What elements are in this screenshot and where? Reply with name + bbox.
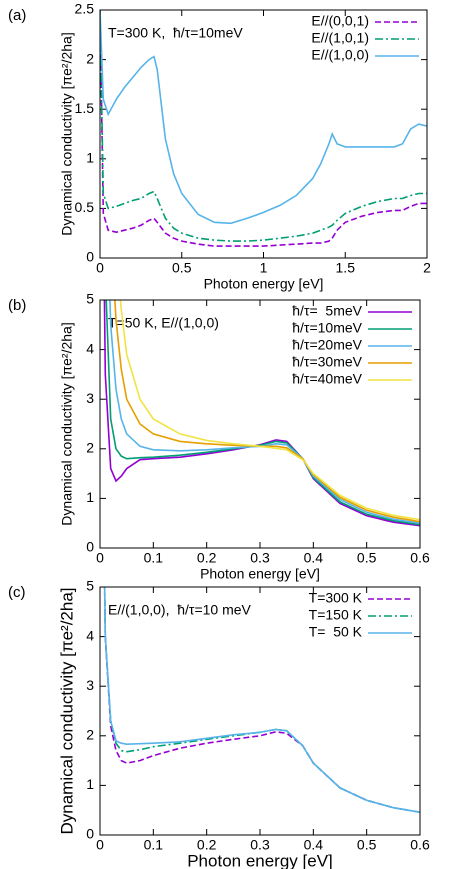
- legend-label: T=300 K: [309, 590, 363, 606]
- legend-label: ħ/τ=30meV: [292, 354, 362, 370]
- panel-label: (c): [8, 584, 26, 601]
- y-tick-label: 2: [86, 727, 94, 743]
- x-tick-label: 0.2: [197, 550, 217, 566]
- legend-label: ħ/τ=40meV: [292, 371, 362, 387]
- x-tick-label: 0.3: [250, 550, 270, 566]
- legend-label: T=150 K: [309, 607, 363, 623]
- x-tick-label: 0.3: [250, 837, 270, 853]
- series-line: [100, 10, 427, 225]
- y-axis-label: Dynamical conductivity [πe²/2ha]: [59, 32, 75, 235]
- panel-label: (a): [8, 7, 26, 24]
- panel-label: (b): [8, 297, 26, 314]
- series-line: [100, 10, 427, 242]
- legend-label: ħ/τ=10meV: [292, 320, 362, 336]
- x-tick-label: 0: [96, 260, 104, 276]
- y-tick-label: 0: [86, 249, 94, 265]
- series-line: [103, 587, 420, 813]
- y-tick-label: 1: [86, 776, 94, 792]
- y-tick-label: 2.5: [75, 1, 95, 17]
- x-tick-label: 0.6: [410, 550, 430, 566]
- x-axis-label: Photon energy [eV]: [204, 276, 324, 292]
- y-tick-label: 4: [86, 627, 94, 643]
- y-tick-label: 0: [86, 826, 94, 842]
- y-axis-label: Dynamical conductivity [πe²/2ha]: [59, 322, 75, 525]
- y-tick-label: 2: [86, 440, 94, 456]
- x-tick-label: 0.5: [357, 550, 377, 566]
- series-line: [100, 10, 427, 247]
- panel: (c) 0 0.1 0.2 0.3 0.4 0.5 0.6 0 1 2 3 4 5 Photon energ…: [8, 578, 430, 869]
- series-line: [119, 300, 420, 521]
- x-tick-label: 0.6: [410, 837, 430, 853]
- y-tick-label: 1.5: [75, 100, 95, 116]
- plot-frame: [99, 9, 428, 259]
- x-tick-label: 0: [96, 550, 104, 566]
- x-tick-label: 0.4: [304, 550, 324, 566]
- series-line: [103, 587, 420, 813]
- x-tick-label: 0.4: [304, 837, 324, 853]
- series-line: [114, 300, 420, 523]
- x-tick-label: 0.5: [357, 837, 377, 853]
- x-tick-label: 2: [423, 260, 431, 276]
- series-line: [103, 587, 420, 813]
- plot-frame: [99, 299, 421, 549]
- panel: (b) 0 0.1 0.2 0.3 0.4 0.5 0.6 0 1 2 3 4 5 Photon energ…: [8, 291, 430, 582]
- x-axis-label: Photon energy [eV]: [200, 566, 320, 582]
- annotation: T=300 K, ħ/τ=10meV: [108, 25, 243, 41]
- x-tick-label: 0.5: [172, 260, 192, 276]
- y-axis-label: Dynamical conductivity [πe²/2ha]: [57, 588, 76, 835]
- x-tick-label: 1: [260, 260, 268, 276]
- x-tick-label: 0.1: [144, 550, 164, 566]
- y-tick-label: 1: [86, 150, 94, 166]
- x-tick-label: 0.2: [197, 837, 217, 853]
- y-tick-label: 3: [86, 390, 94, 406]
- legend-label: E//(0,0,1): [311, 13, 369, 29]
- annotation: E//(1,0,0), ħ/τ=10 meV: [108, 602, 252, 618]
- legend-label: E//(1,0,0): [311, 47, 369, 63]
- series-line: [105, 300, 420, 526]
- y-tick-label: 5: [86, 578, 94, 594]
- y-tick-label: 3: [86, 677, 94, 693]
- x-tick-label: 0.1: [144, 837, 164, 853]
- x-axis-label: Photon energy [eV]: [187, 851, 333, 869]
- legend-label: ħ/τ= 5meV: [292, 303, 362, 319]
- legend-label: ħ/τ=20meV: [292, 337, 362, 353]
- series-line: [109, 300, 420, 524]
- y-tick-label: 4: [86, 340, 94, 356]
- legend-label: E//(1,0,1): [311, 30, 369, 46]
- panel: (a) 0 0.5 1 1.5 2 0 0.5 1 1.5 2 2.5 Photon energy [e…: [8, 1, 431, 292]
- series-line: [103, 300, 420, 527]
- y-tick-label: 1: [86, 489, 94, 505]
- legend-label: T= 50 K: [309, 624, 363, 640]
- annotation: T=50 K, E//(1,0,0): [108, 315, 219, 331]
- y-tick-label: 0: [86, 539, 94, 555]
- y-tick-label: 0.5: [75, 199, 95, 215]
- y-tick-label: 2: [86, 50, 94, 66]
- plot-frame: [99, 586, 421, 836]
- x-tick-label: 1.5: [336, 260, 356, 276]
- y-tick-label: 5: [86, 291, 94, 307]
- x-tick-label: 0: [96, 837, 104, 853]
